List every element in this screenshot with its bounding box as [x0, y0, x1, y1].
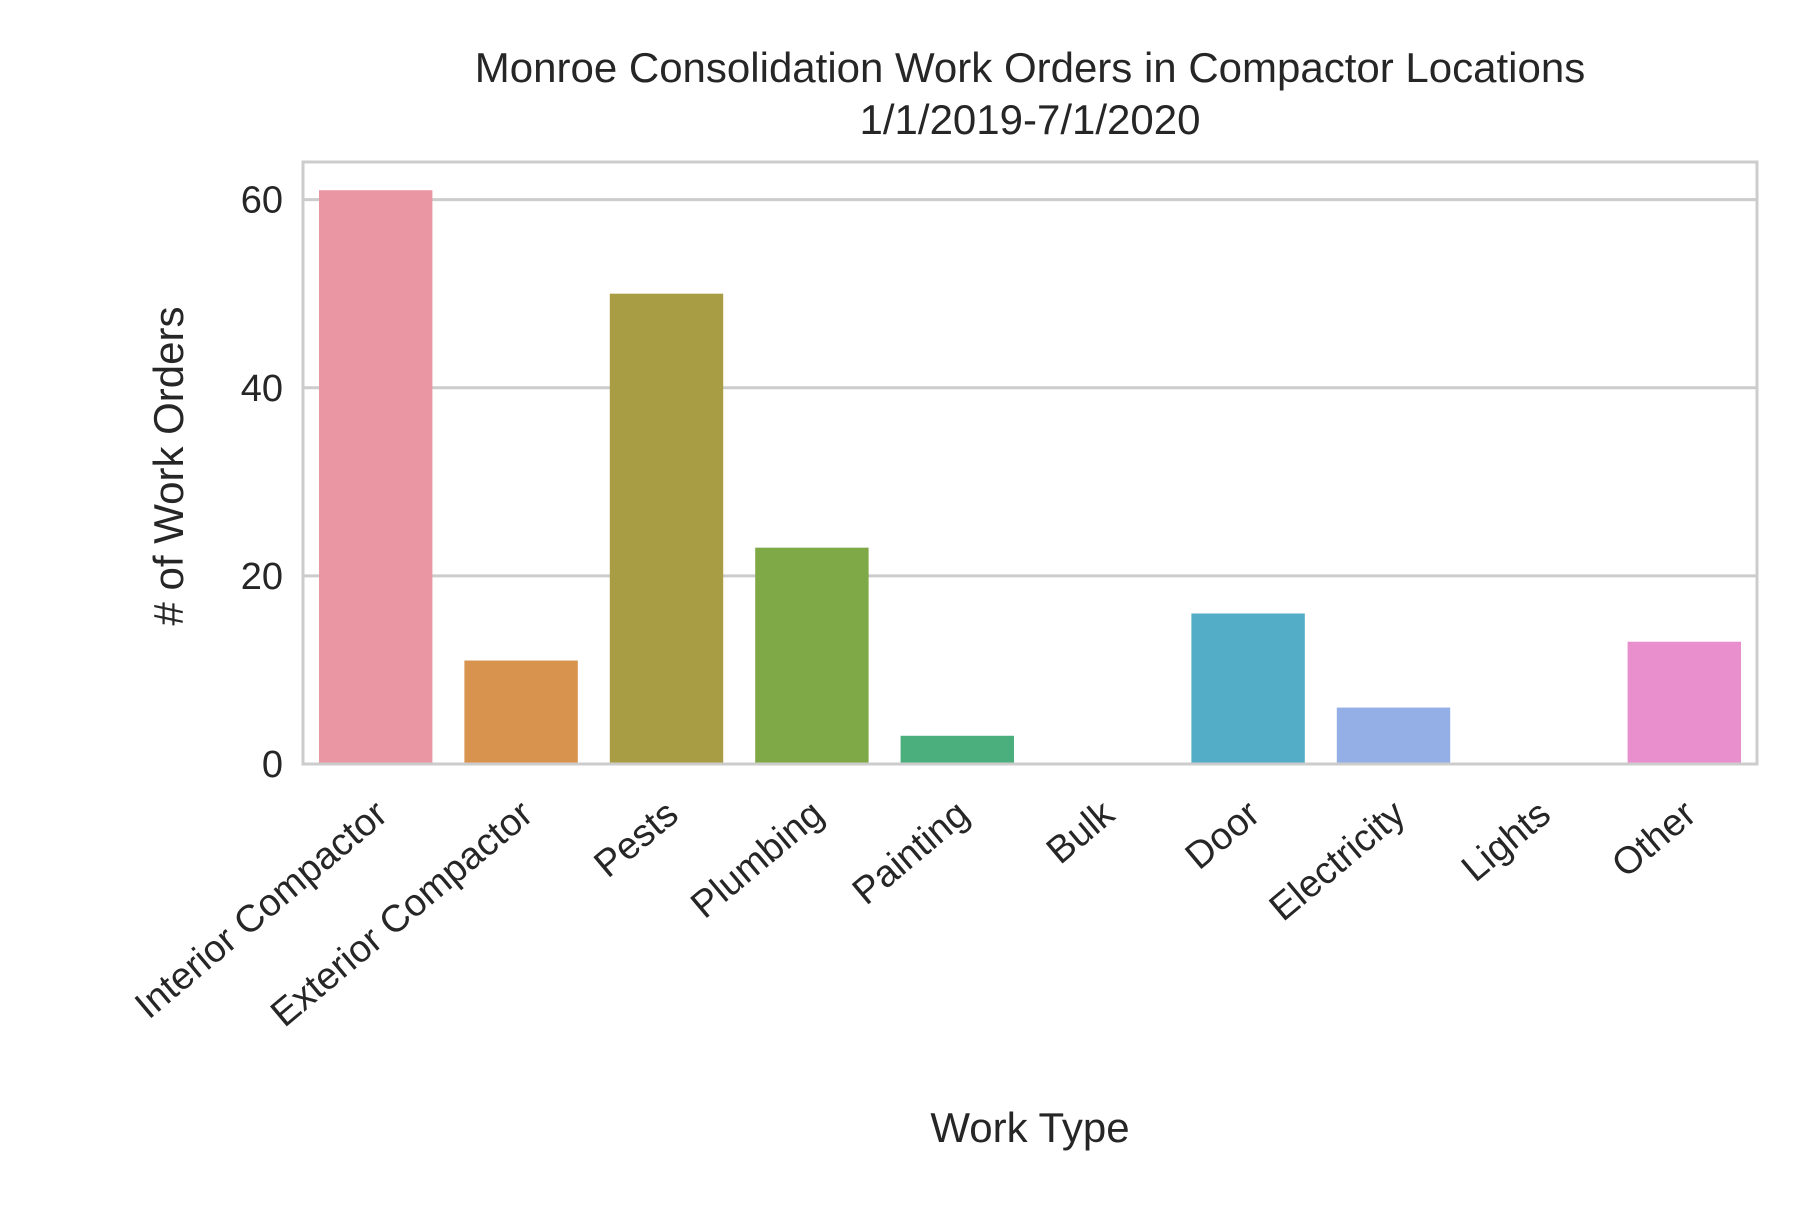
x-axis-label: Work Type	[930, 1104, 1129, 1151]
bar-painting	[900, 735, 1015, 764]
bar-plumbing	[755, 547, 869, 764]
bar-interior-compactor	[318, 190, 433, 764]
y-tick-label: 20	[241, 556, 283, 598]
gridlines	[303, 198, 1757, 578]
x-tick-label: Door	[1178, 793, 1268, 878]
x-tick-label: Electricity	[1262, 793, 1414, 930]
x-tick-label: Pests	[586, 793, 686, 886]
y-tick-label: 40	[241, 368, 283, 410]
bar-door	[1191, 613, 1305, 764]
x-tick-label: Interior Compactor	[127, 793, 395, 1028]
x-tick-label: Painting	[845, 793, 977, 913]
bar-pests	[609, 293, 724, 764]
chart-subtitle: 1/1/2019-7/1/2020	[860, 96, 1201, 143]
x-tick-label: Plumbing	[683, 793, 831, 927]
y-tick-label: 60	[241, 180, 283, 222]
y-tick-label: 0	[262, 744, 283, 786]
x-tick-label: Other	[1604, 793, 1704, 886]
bar-electricity	[1336, 707, 1451, 764]
chart-title: Monroe Consolidation Work Orders in Comp…	[475, 44, 1585, 91]
y-axis-label: # of Work Orders	[145, 307, 192, 626]
x-tick-label: Bulk	[1039, 792, 1123, 872]
bar-other	[1627, 641, 1742, 764]
x-tick-label: Lights	[1454, 793, 1559, 890]
y-axis-ticks: 0 20 40 60	[241, 180, 283, 786]
plot-area-frame	[301, 160, 1759, 766]
bars	[318, 190, 1742, 764]
x-tick-label: Exterior Compactor	[263, 793, 541, 1036]
bar-exterior-compactor	[464, 660, 578, 764]
